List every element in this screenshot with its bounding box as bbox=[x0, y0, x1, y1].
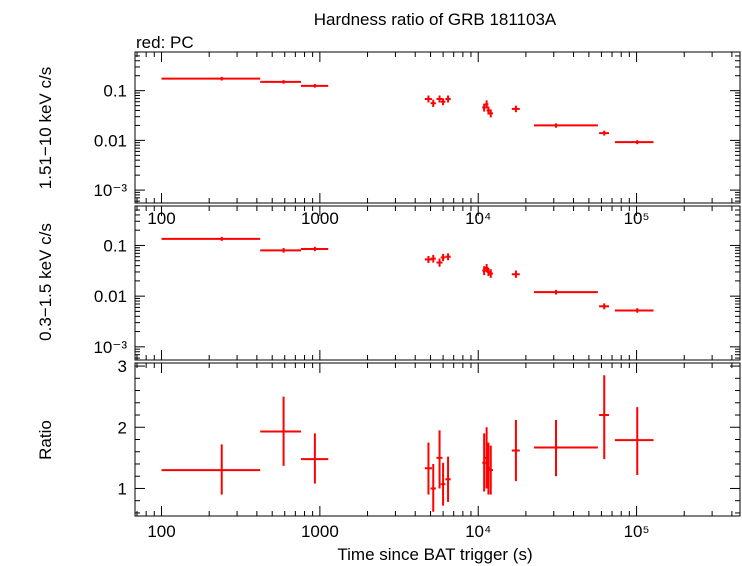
x-tick-label: 10⁵ bbox=[624, 522, 650, 541]
y-tick-label: 10⁻³ bbox=[93, 181, 127, 200]
chart-title: Hardness ratio of GRB 181103A bbox=[314, 10, 557, 29]
x-tick-label: 10⁴ bbox=[465, 209, 491, 228]
y-tick-label: 0.01 bbox=[94, 131, 127, 150]
x-axis-label: Time since BAT trigger (s) bbox=[337, 545, 532, 564]
x-tick-label: 100 bbox=[147, 522, 175, 541]
y-tick-label: 3 bbox=[118, 357, 127, 376]
x-tick-label: 1000 bbox=[301, 209, 339, 228]
y-tick-label: 10⁻³ bbox=[93, 338, 127, 357]
chart-subtitle: red: PC bbox=[136, 33, 194, 52]
x-tick-label: 10⁵ bbox=[624, 209, 650, 228]
panel-middle-ylabel: 0.3−1.5 keV c/s bbox=[36, 223, 55, 341]
y-tick-label: 0.1 bbox=[103, 236, 127, 255]
panel-top-ylabel: 1.51−10 keV c/s bbox=[36, 67, 55, 189]
x-tick-label: 1000 bbox=[301, 522, 339, 541]
x-tick-label: 100 bbox=[147, 209, 175, 228]
y-tick-label: 1 bbox=[118, 479, 127, 498]
panel-bottom-ylabel: Ratio bbox=[36, 420, 55, 460]
panel-middle-frame bbox=[134, 205, 741, 361]
y-tick-label: 0.1 bbox=[103, 82, 127, 101]
y-tick-label: 0.01 bbox=[94, 287, 127, 306]
panel-top-frame bbox=[134, 51, 741, 204]
x-tick-label: 10⁴ bbox=[465, 522, 491, 541]
y-tick-label: 2 bbox=[118, 418, 127, 437]
